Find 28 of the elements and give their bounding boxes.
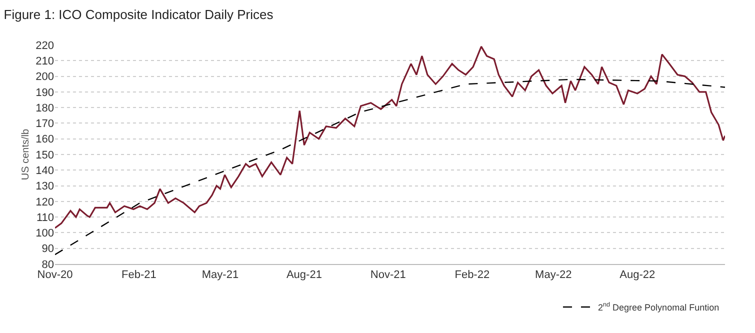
y-tick-label: 180 bbox=[36, 102, 54, 114]
x-tick-label: May-21 bbox=[202, 269, 239, 282]
x-tick-label: Aug-21 bbox=[286, 269, 322, 282]
x-tick-label: Feb-22 bbox=[454, 269, 490, 282]
y-tick-label: 200 bbox=[36, 71, 54, 84]
y-tick-label: 120 bbox=[36, 196, 54, 208]
y-tick-label: 160 bbox=[36, 134, 54, 146]
legend-label: 2$^{nd}$ Degree Polynomal Funtion bbox=[598, 302, 720, 312]
y-tick-label: 130 bbox=[36, 180, 54, 193]
chart-title: Figure 1: ICO Composite Indicator Daily Prices bbox=[4, 7, 274, 22]
x-tick-label: May-22 bbox=[535, 269, 572, 282]
y-tick-label: 100 bbox=[36, 228, 54, 240]
line-series bbox=[55, 46, 725, 229]
x-tick-label: Feb-21 bbox=[122, 269, 156, 282]
x-tick-label: Nov-21 bbox=[370, 269, 406, 282]
x-tick-label: Aug-22 bbox=[620, 269, 656, 282]
y-tick-label: 220 bbox=[36, 40, 54, 52]
y-tick-label: 110 bbox=[36, 212, 54, 224]
y-tick-label: 140 bbox=[36, 164, 54, 177]
y-tick-label: 210 bbox=[36, 55, 54, 68]
y-tick-label: 170 bbox=[36, 118, 54, 130]
line-series bbox=[55, 78, 725, 256]
y-tick-label: 150 bbox=[36, 149, 54, 162]
y-tick-label: 90 bbox=[42, 243, 54, 256]
y-axis-title: US cents/lb bbox=[20, 128, 32, 180]
x-tick-label: Nov-20 bbox=[37, 269, 73, 282]
y-tick-label: 190 bbox=[36, 86, 54, 99]
y-tick-label: 80 bbox=[42, 258, 54, 271]
